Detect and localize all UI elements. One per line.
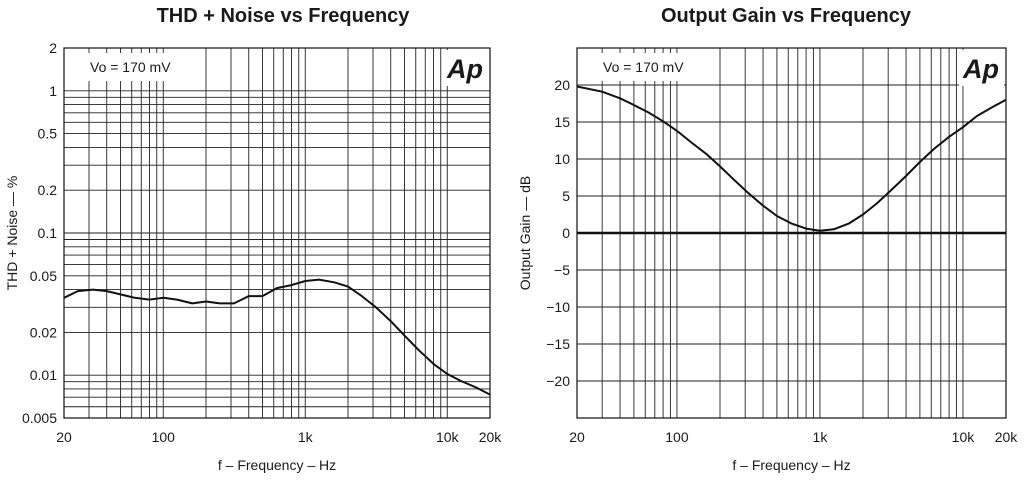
x-tick-label: 100 xyxy=(152,429,176,445)
y-tick-label: 0.5 xyxy=(38,126,58,142)
chart-title: Output Gain vs Frequency xyxy=(661,5,912,27)
x-tick-label: 10k xyxy=(952,429,976,445)
plot-frame xyxy=(63,47,491,419)
y-axis-label: Output Gain — dB xyxy=(517,176,533,290)
series-line xyxy=(63,278,491,396)
series-line xyxy=(576,85,1007,232)
x-tick-label: 1k xyxy=(813,429,829,445)
y-tick-labels: 20 15 10 5 0 −5 −10 −15 −20 xyxy=(546,77,570,389)
annotation-vo: Vo = 170 mV xyxy=(90,59,171,75)
chart-output-gain: Output Gain vs Frequency 20 100 1k 10k 20k 2… xyxy=(517,5,1018,473)
y-tick-label: 15 xyxy=(554,114,570,130)
logo-background xyxy=(443,50,488,86)
chart-thd-noise: THD + Noise vs Frequency 20 100 1k 10k 20k 2… xyxy=(4,5,502,473)
y-tick-label: 0.005 xyxy=(22,410,57,426)
x-tick-labels: 20 100 1k 10k 20k xyxy=(56,429,502,445)
x-axis-label: f – Frequency – Hz xyxy=(732,457,850,473)
y-tick-label: 10 xyxy=(554,151,570,167)
x-tick-label: 20k xyxy=(995,429,1019,445)
y-tick-label: 0.1 xyxy=(38,225,58,241)
x-tick-label: 20k xyxy=(479,429,503,445)
x-tick-label: 20 xyxy=(569,429,585,445)
curve-layer xyxy=(576,85,1007,235)
ap-logo: Ap xyxy=(962,54,999,84)
curve-layer xyxy=(63,278,491,396)
y-tick-label: 1 xyxy=(49,83,57,99)
x-tick-label: 100 xyxy=(665,429,689,445)
logo-background xyxy=(959,50,1004,86)
x-tick-labels: 20 100 1k 10k 20k xyxy=(569,429,1018,445)
x-tick-label: 10k xyxy=(436,429,460,445)
y-axis-label: THD + Noise — % xyxy=(4,176,20,291)
y-tick-label: −15 xyxy=(546,336,570,352)
annotation-background xyxy=(595,53,707,81)
y-tick-label: −20 xyxy=(546,373,570,389)
y-tick-label: 0.2 xyxy=(38,182,58,198)
y-tick-label: −10 xyxy=(546,299,570,315)
y-tick-label: 5 xyxy=(562,188,570,204)
y-tick-label: −5 xyxy=(554,262,570,278)
y-tick-label: 0 xyxy=(562,225,570,241)
x-axis-label: f – Frequency – Hz xyxy=(218,457,336,473)
y-tick-label: 0.05 xyxy=(30,268,57,284)
annotation-vo: Vo = 170 mV xyxy=(603,59,684,75)
y-tick-label: 0.01 xyxy=(30,367,57,383)
chart-title: THD + Noise vs Frequency xyxy=(157,5,411,27)
y-tick-labels: 2 1 0.5 0.2 0.1 0.05 0.02 0.01 0.005 xyxy=(22,40,57,426)
annotation-background xyxy=(82,53,194,81)
y-tick-label: 0.02 xyxy=(30,324,57,340)
y-tick-label: 2 xyxy=(49,40,57,56)
grid xyxy=(64,47,490,419)
x-tick-label: 20 xyxy=(56,429,72,445)
y-tick-label: 20 xyxy=(554,77,570,93)
x-tick-label: 1k xyxy=(298,429,314,445)
ap-logo: Ap xyxy=(446,54,483,84)
